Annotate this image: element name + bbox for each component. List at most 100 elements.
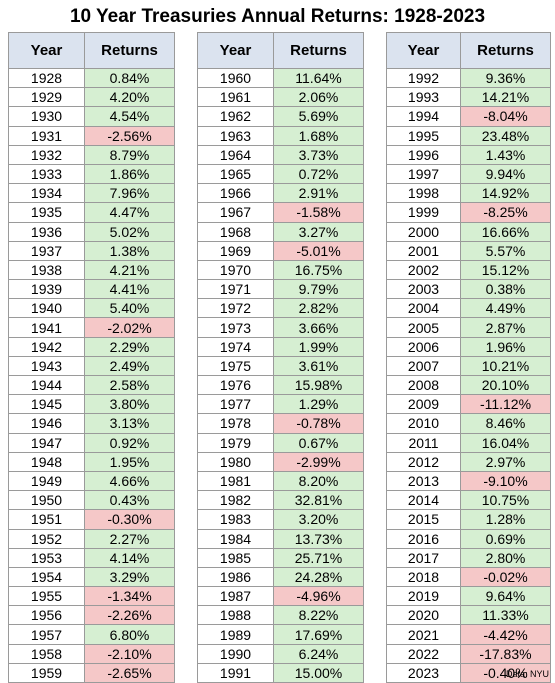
return-cell: 1.29%: [273, 394, 364, 415]
header-row: Year Returns: [197, 32, 364, 69]
year-cell: 1949: [8, 470, 85, 492]
year-cell: 1956: [8, 605, 85, 626]
return-cell: 2.49%: [84, 355, 175, 377]
return-cell: 7.96%: [84, 183, 175, 204]
year-cell: 1929: [8, 87, 85, 108]
return-cell: 4.41%: [84, 279, 175, 300]
year-cell: 2011: [386, 432, 461, 453]
return-cell: 0.43%: [84, 490, 175, 511]
year-cell: 1973: [197, 317, 274, 338]
returns-table-3: Year Returns 1992 9.36% 1993 14.21% 1994 -8.04%…: [386, 32, 551, 683]
year-cell: 1988: [197, 605, 274, 626]
return-cell: 11.64%: [273, 67, 364, 89]
table-row: 1957 6.80%: [8, 624, 175, 645]
table-row: 1963 1.68%: [197, 125, 364, 146]
table-row: 1972 2.82%: [197, 298, 364, 319]
returns-table-2: Year Returns 1960 11.64% 1961 2.06% 1962 5.69% 1…: [197, 32, 364, 683]
year-cell: 1945: [8, 394, 85, 415]
table-row: 2012 2.97%: [386, 451, 551, 472]
table-row: 1970 16.75%: [197, 259, 364, 281]
table-row: 1950 0.43%: [8, 490, 175, 511]
table-row: 2014 10.75%: [386, 490, 551, 511]
return-cell: 1.28%: [460, 509, 551, 530]
return-cell: 20.10%: [460, 374, 551, 396]
year-cell: 1963: [197, 125, 274, 146]
year-cell: 2010: [386, 413, 461, 434]
year-cell: 1984: [197, 528, 274, 549]
year-cell: 1969: [197, 240, 274, 261]
table-row: 1960 11.64%: [197, 67, 364, 89]
year-cell: 1936: [8, 221, 85, 242]
return-cell: -4.96%: [273, 586, 364, 607]
table-row: 1996 1.43%: [386, 144, 551, 165]
table-row: 1933 1.86%: [8, 163, 175, 185]
year-cell: 1976: [197, 374, 274, 396]
return-cell: 14.92%: [460, 183, 551, 204]
year-cell: 1998: [386, 183, 461, 204]
return-cell: 11.33%: [460, 605, 551, 626]
table-row: 1991 15.00%: [197, 662, 364, 683]
return-cell: -0.30%: [84, 509, 175, 530]
return-cell: 0.92%: [84, 432, 175, 453]
return-cell: 3.80%: [84, 394, 175, 415]
return-cell: 5.40%: [84, 298, 175, 319]
return-cell: 9.36%: [460, 67, 551, 89]
return-cell: 4.54%: [84, 106, 175, 127]
table-row: 1987 -4.96%: [197, 586, 364, 607]
return-cell: -2.10%: [84, 643, 175, 664]
return-cell: 4.47%: [84, 202, 175, 223]
table-row: 1947 0.92%: [8, 432, 175, 453]
year-cell: 2006: [386, 336, 461, 357]
table-row: 2021 -4.42%: [386, 624, 551, 645]
table-row: 1935 4.47%: [8, 202, 175, 223]
year-cell: 1947: [8, 432, 85, 453]
table-row: 1988 8.22%: [197, 605, 364, 626]
return-cell: -2.02%: [84, 317, 175, 338]
return-cell: 0.72%: [273, 163, 364, 185]
table-row: 1980 -2.99%: [197, 451, 364, 472]
year-cell: 1932: [8, 144, 85, 165]
year-cell: 2018: [386, 566, 461, 588]
year-cell: 1974: [197, 336, 274, 357]
return-cell: 1.43%: [460, 144, 551, 165]
return-cell: 1.86%: [84, 163, 175, 185]
year-cell: 2008: [386, 374, 461, 396]
return-cell: 24.28%: [273, 566, 364, 588]
year-cell: 2020: [386, 605, 461, 626]
return-cell: 1.95%: [84, 451, 175, 472]
table-row: 1929 4.20%: [8, 87, 175, 108]
year-cell: 1950: [8, 490, 85, 511]
return-cell: 2.27%: [84, 528, 175, 549]
header-row: Year Returns: [8, 32, 175, 69]
return-cell: 9.64%: [460, 586, 551, 607]
year-cell: 1948: [8, 451, 85, 472]
year-cell: 2021: [386, 624, 461, 645]
year-cell: 2016: [386, 528, 461, 549]
year-cell: 1951: [8, 509, 85, 530]
table-row: 1993 14.21%: [386, 87, 551, 108]
year-cell: 1931: [8, 125, 85, 146]
year-cell: 1967: [197, 202, 274, 223]
year-cell: 1996: [386, 144, 461, 165]
table-row: 2023 -0.40%: [386, 662, 551, 683]
return-cell: 1.99%: [273, 336, 364, 357]
table-row: 1982 32.81%: [197, 490, 364, 511]
year-cell: 1992: [386, 67, 461, 89]
table-row: 1939 4.41%: [8, 279, 175, 300]
year-cell: 1981: [197, 470, 274, 492]
table-row: 1962 5.69%: [197, 106, 364, 127]
return-cell: -2.65%: [84, 662, 175, 683]
return-cell: 3.29%: [84, 566, 175, 588]
year-cell: 1942: [8, 336, 85, 357]
return-cell: 1.96%: [460, 336, 551, 357]
year-cell: 1991: [197, 662, 274, 683]
year-cell: 1970: [197, 259, 274, 281]
return-cell: 1.68%: [273, 125, 364, 146]
return-cell: 15.00%: [273, 662, 364, 683]
year-cell: 2000: [386, 221, 461, 242]
year-cell: 1989: [197, 624, 274, 645]
table-row: 1984 13.73%: [197, 528, 364, 549]
table-row: 2020 11.33%: [386, 605, 551, 626]
return-cell: 15.98%: [273, 374, 364, 396]
table-row: 1959 -2.65%: [8, 662, 175, 683]
